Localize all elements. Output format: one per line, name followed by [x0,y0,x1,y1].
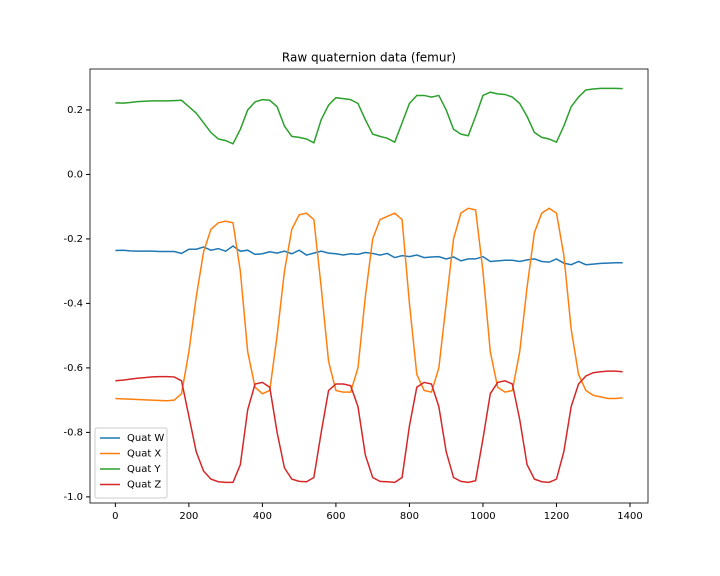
line-series [115,207,623,402]
y-tick-label: 0.2 [67,105,83,116]
y-tick-label: -0.4 [63,298,83,309]
y-tick-label: -0.8 [63,427,83,438]
x-tick-label: 1200 [544,511,569,522]
x-tick-label: 200 [179,511,198,522]
legend-label: Quat Y [127,464,161,475]
x-tick-label: 1000 [470,511,495,522]
legend-box [94,427,168,499]
y-tick-label: -1.0 [63,492,83,503]
legend-label: Quat X [127,449,161,460]
y-tick-label: 0.0 [67,169,83,180]
x-tick-label: 800 [400,511,419,522]
plot-frame [89,68,649,504]
legend-label: Quat W [127,433,164,444]
x-tick-label: 400 [253,511,272,522]
x-tick-label: 1400 [617,511,642,522]
y-tick-label: -0.6 [63,363,83,374]
legend: Quat W Quat X Quat Y Quat Z [94,427,168,499]
x-tick-label: 600 [326,511,345,522]
x-tick-label: 0 [112,511,118,522]
line-series [115,87,623,145]
y-tick-label: -0.2 [63,234,83,245]
chart-title: Raw quaternion data (femur) [282,51,456,65]
line-series [115,370,623,484]
legend-label: Quat Z [127,480,161,491]
line-series [115,245,623,266]
